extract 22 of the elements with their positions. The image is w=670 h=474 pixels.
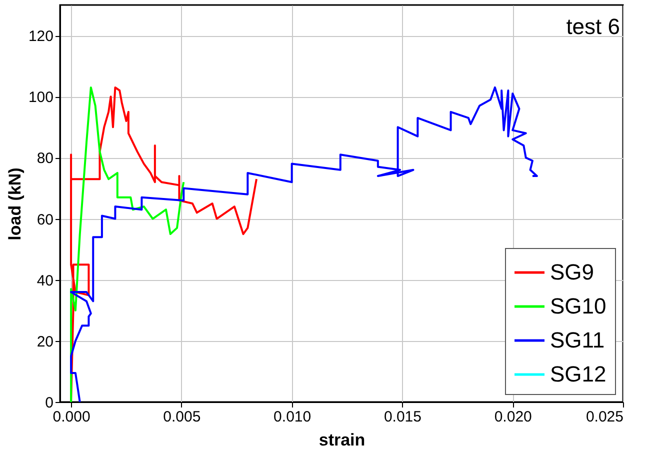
y-axis-title: load (kN) — [5, 168, 24, 240]
line-series — [70, 86, 185, 402]
y-tick-label: 40 — [36, 272, 54, 290]
x-tick-label: 0.010 — [274, 408, 312, 426]
annotation: test 6 — [566, 14, 620, 39]
y-tick-label: 100 — [28, 89, 54, 106]
legend-label: SG9 — [550, 260, 594, 284]
x-tick-label: 0.020 — [494, 408, 532, 426]
y-tick-label: 80 — [36, 150, 54, 168]
y-tick-label: 120 — [28, 28, 54, 46]
x-tick-label: 0.015 — [384, 408, 422, 426]
x-tick-label: 0.000 — [52, 408, 90, 426]
y-tick-label: 20 — [36, 333, 54, 350]
legend-label: SG10 — [550, 294, 606, 318]
x-tick-label: 0.005 — [163, 408, 201, 426]
line-series — [70, 86, 538, 402]
legend-label: SG11 — [550, 328, 605, 352]
legend-label: SG12 — [550, 362, 606, 386]
x-axis-title: strain — [318, 430, 366, 450]
y-tick-label: 0 — [45, 394, 54, 412]
y-tick-label: 60 — [36, 211, 54, 228]
x-tick-label: 0.025 — [586, 408, 624, 426]
